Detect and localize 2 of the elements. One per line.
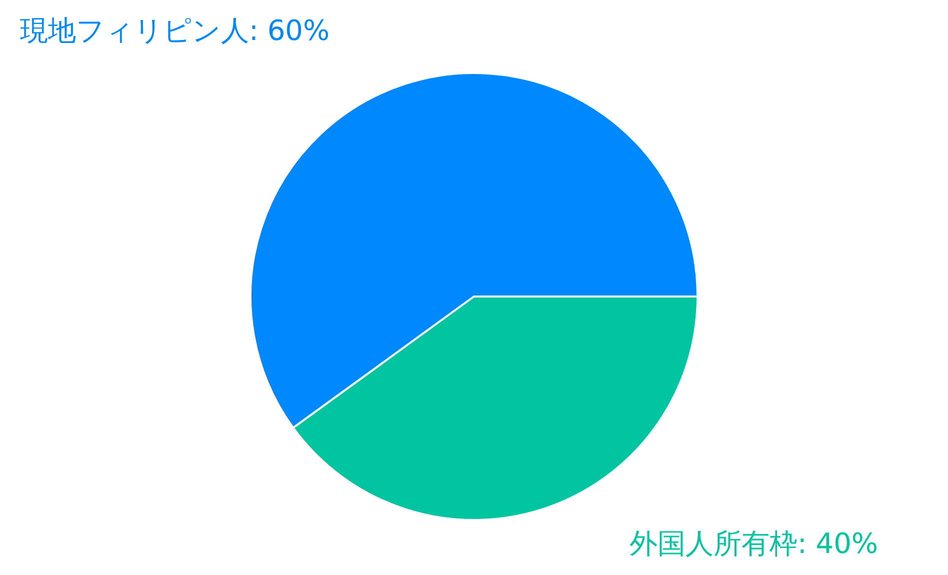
slice-label: 現地フィリピン人: 60% [20,14,330,47]
slice-label: 外国人所有枠: 40% [629,527,878,560]
